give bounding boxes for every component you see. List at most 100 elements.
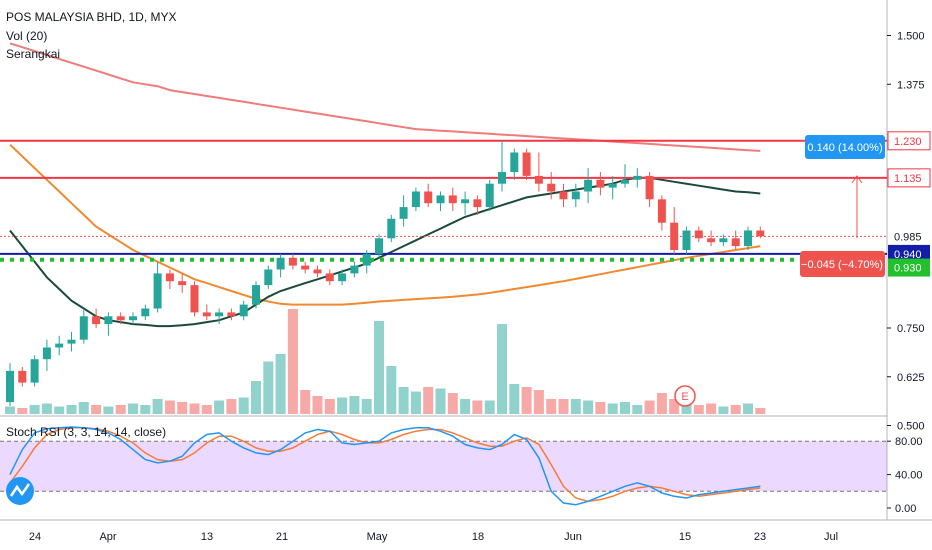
date-tick-label: May — [367, 531, 388, 543]
volume-bar — [632, 405, 643, 414]
annotation-layer: 0.140 (14.00%) −0.045 (−4.70%) E — [6, 135, 885, 505]
tag-1135: 1.135 — [894, 173, 922, 185]
volume-bar — [386, 366, 397, 414]
earnings-marker-label: E — [681, 391, 688, 403]
candle-body — [153, 273, 162, 309]
tag-0930: 0.930 — [894, 263, 922, 275]
stoch-rsi-label[interactable]: Stoch RSI (3, 3, 14, 14, close) — [6, 425, 167, 439]
volume-bar — [620, 402, 630, 414]
candle-body — [596, 179, 605, 188]
volume-bar — [177, 402, 188, 414]
date-tick-label: 13 — [201, 531, 213, 543]
candle-body — [522, 152, 531, 176]
volume-bar — [681, 402, 692, 414]
serangkai-indicator-label[interactable]: Serangkai — [6, 47, 61, 61]
volume-bar — [41, 403, 52, 414]
volume-bar — [644, 400, 655, 414]
volume-bar — [743, 403, 753, 414]
volume-bar — [349, 396, 360, 414]
volume-bar — [435, 388, 446, 414]
sma-long-line — [9, 42, 761, 152]
candle-body — [227, 312, 236, 317]
candle-body — [350, 265, 359, 274]
candle-body — [178, 281, 187, 286]
price-tick-label: 0.500 — [897, 421, 925, 433]
candle-body — [670, 222, 679, 250]
candle-body — [707, 238, 716, 243]
volume-bar — [398, 387, 409, 414]
candle-body — [436, 195, 445, 204]
stoch-d-line — [9, 427, 761, 503]
date-tick-label: Jul — [824, 531, 838, 543]
volume-bar — [226, 399, 237, 414]
stoch-tick-label: 0.00 — [895, 503, 916, 515]
candle-body — [682, 230, 691, 250]
measure-arrow-head — [851, 175, 863, 184]
volume-bar — [324, 399, 335, 414]
candle-body — [129, 316, 137, 321]
candle-body — [239, 304, 248, 317]
volume-bar — [497, 324, 507, 414]
volume-bar — [128, 403, 138, 414]
volume-bar — [140, 405, 151, 414]
volume-bar — [54, 406, 65, 414]
tag-1230-border — [887, 131, 931, 151]
candle-body — [633, 175, 642, 180]
volume-bar — [755, 408, 766, 414]
volume-bar — [66, 405, 77, 414]
volume-bar — [78, 402, 89, 414]
candle-body — [473, 199, 482, 208]
candle-body — [498, 172, 506, 184]
candle-body — [744, 230, 752, 247]
measure-up-box — [805, 135, 885, 159]
volume-bar — [251, 381, 261, 414]
symbol-title[interactable]: POS MALAYSIA BHD, 1D, MYX — [6, 10, 177, 24]
volume-bar — [287, 309, 298, 414]
volume-bar — [607, 403, 618, 414]
candle-body — [42, 347, 51, 360]
date-tick-label: 18 — [472, 531, 484, 543]
tag-1230: 1.230 — [894, 136, 922, 148]
volume-indicator-label[interactable]: Vol (20) — [6, 29, 48, 43]
volume-bar — [263, 361, 274, 414]
volume-bar — [484, 400, 495, 414]
price-tick-label: 0.750 — [897, 323, 925, 335]
tradingview-logo-mark — [9, 483, 31, 497]
candle-body — [301, 265, 310, 270]
candle-body — [547, 183, 556, 192]
volume-bar — [361, 399, 372, 414]
tag-0930-bg — [888, 258, 930, 277]
ma-orange-line — [9, 143, 761, 306]
candle-body — [313, 269, 322, 274]
tag-1135-bg — [888, 168, 930, 187]
candle-body — [92, 316, 101, 325]
candle-body — [424, 191, 433, 204]
candle-body — [559, 191, 568, 200]
volume-bar — [115, 405, 126, 414]
tag-0940-bg — [888, 244, 930, 263]
candles-layer — [6, 140, 765, 406]
volume-bar — [447, 393, 458, 414]
price-tick-label: 0.625 — [897, 372, 925, 384]
volume-bar — [410, 391, 421, 414]
date-tick-label: 21 — [276, 531, 288, 543]
candle-body — [448, 195, 457, 204]
volume-bar — [595, 402, 606, 414]
ma-dark-line — [9, 176, 761, 328]
volume-bar — [300, 390, 311, 414]
candle-body — [288, 257, 297, 266]
volume-bar — [189, 403, 200, 414]
stoch-tick-label: 40.00 — [895, 470, 923, 482]
candle-body — [276, 257, 285, 270]
candle-body — [264, 269, 273, 286]
measure-up-label: 0.140 (14.00%) — [807, 142, 882, 154]
volume-bar — [693, 405, 704, 414]
volume-bar — [730, 405, 741, 414]
candle-body — [694, 230, 703, 239]
price-tick-label: 1.500 — [897, 31, 925, 43]
candle-body — [116, 316, 125, 321]
volume-bar — [275, 354, 286, 414]
volume-bar — [570, 399, 581, 414]
